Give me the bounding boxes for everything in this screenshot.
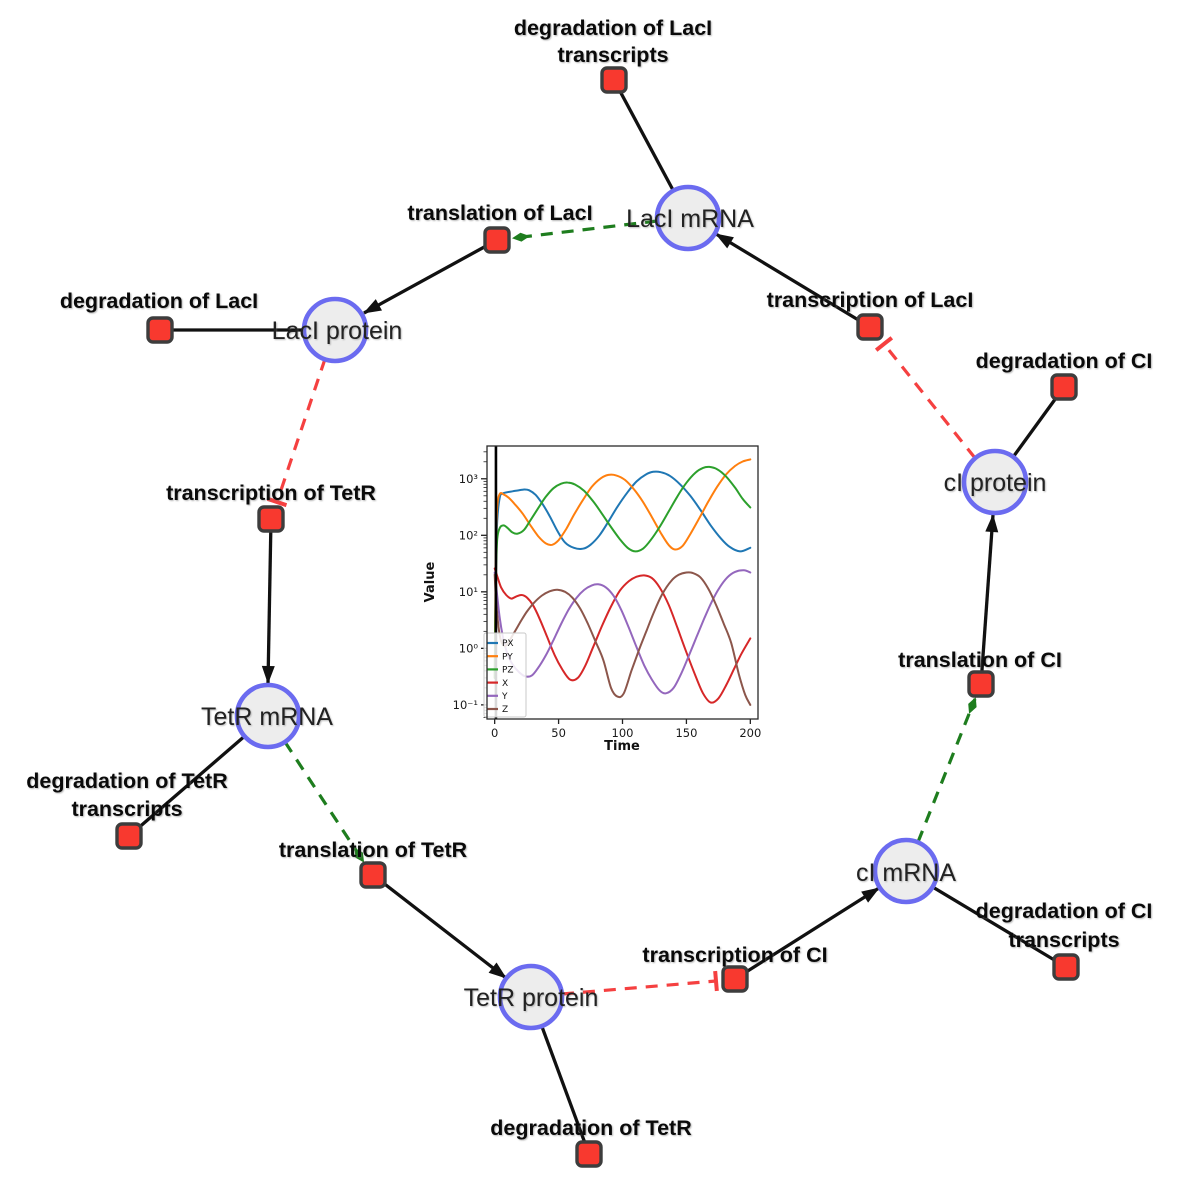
species-node-laci-protein[interactable] bbox=[301, 296, 369, 364]
chart-legend: PX PY PZ XYZ bbox=[483, 632, 527, 718]
edge-tx-laci-to-laci-mrna bbox=[715, 232, 871, 329]
reaction-node-transl-tetr[interactable] bbox=[359, 861, 387, 889]
reaction-label-deg-tetr-transcripts-2: transcripts bbox=[71, 797, 182, 821]
reaction-node-tx-tetr[interactable] bbox=[257, 505, 285, 533]
reaction-node-transl-ci[interactable] bbox=[967, 670, 995, 698]
reaction-node-tx-laci[interactable] bbox=[856, 313, 884, 341]
y-tick-label: 10³ bbox=[459, 472, 479, 486]
reaction-label-deg-tetr: degradation of TetR bbox=[490, 1116, 692, 1140]
legend-label-PY: PY bbox=[502, 652, 513, 662]
reaction-label-deg-laci-transcripts-2: transcripts bbox=[557, 43, 668, 67]
edge-tetr-protein-inhibits-tx-ci bbox=[561, 970, 719, 996]
inset-chart: 0 50 100 150 200 10⁻¹ 10⁰ 10¹ 10² 10³ PX PY PZ XYZ Ti… bbox=[423, 445, 761, 754]
series-line-PY bbox=[493, 458, 752, 679]
x-tick-label: 0 bbox=[491, 726, 498, 740]
edge-tx-ci-to-ci-mrna bbox=[734, 886, 880, 981]
edge-tx-tetr-to-tetr-mrna bbox=[261, 518, 275, 684]
reaction-node-transl-laci[interactable] bbox=[483, 226, 511, 254]
reaction-label-deg-ci-transcripts: degradation of CI bbox=[976, 899, 1153, 923]
reaction-label-deg-ci-transcripts-2: transcripts bbox=[1008, 928, 1119, 952]
chart-ylabel: Value bbox=[423, 561, 438, 602]
reaction-node-deg-laci-transcripts[interactable] bbox=[600, 66, 628, 94]
species-node-tetr-mrna[interactable] bbox=[234, 682, 302, 750]
series-line-X bbox=[493, 567, 752, 704]
species-label-laci-protein: LacI protein bbox=[272, 317, 403, 345]
reaction-node-deg-tetr[interactable] bbox=[575, 1140, 603, 1168]
reaction-label-transl-laci: translation of LacI bbox=[407, 201, 592, 225]
reaction-node-deg-laci[interactable] bbox=[146, 316, 174, 344]
legend-label-X: X bbox=[502, 679, 508, 689]
reaction-node-tx-ci[interactable] bbox=[721, 965, 749, 993]
edge-tetr-mrna-to-transl-tetr bbox=[283, 741, 365, 863]
edge-laci-mrna-to-transl-laci bbox=[512, 219, 658, 242]
species-label-tetr-protein: TetR protein bbox=[464, 984, 599, 1012]
species-label-tetr-mrna: TetR mRNA bbox=[201, 703, 333, 731]
reaction-node-deg-ci-transcripts[interactable] bbox=[1052, 953, 1080, 981]
species-node-laci-mrna[interactable] bbox=[654, 184, 722, 252]
edge-transl-laci-to-laci-protein bbox=[363, 238, 498, 315]
x-tick-label: 50 bbox=[551, 726, 566, 740]
species-label-laci-mrna: LacI mRNA bbox=[626, 205, 754, 233]
species-node-tetr-protein[interactable] bbox=[497, 963, 565, 1031]
legend-label-Z: Z bbox=[502, 705, 508, 715]
series-line-Z bbox=[493, 571, 752, 706]
labels-layer: LacI mRNA LacI protein TetR mRNA TetR pr… bbox=[26, 16, 1152, 1140]
reaction-label-transl-ci: translation of CI bbox=[898, 648, 1062, 672]
x-tick-label: 150 bbox=[675, 726, 697, 740]
reaction-label-tx-laci: transcription of LacI bbox=[767, 288, 974, 312]
y-tick-label: 10¹ bbox=[459, 585, 478, 599]
chart-xlabel: Time bbox=[604, 739, 640, 754]
edge-ci-protein-inhibits-tx-laci bbox=[874, 336, 977, 459]
edge-ci-mrna-to-transl-ci bbox=[916, 697, 977, 843]
legend-label-Y: Y bbox=[501, 692, 508, 702]
reaction-label-transl-tetr: translation of TetR bbox=[279, 838, 468, 862]
reaction-label-tx-ci: transcription of CI bbox=[642, 943, 827, 967]
reaction-label-tx-tetr: transcription of TetR bbox=[166, 481, 376, 505]
legend-label-PX: PX bbox=[502, 639, 514, 649]
reaction-label-deg-laci-transcripts: degradation of LacI bbox=[514, 16, 712, 40]
y-tick-label: 10² bbox=[459, 528, 478, 542]
x-tick-label: 100 bbox=[612, 726, 634, 740]
edge-transl-ci-to-ci-protein bbox=[979, 514, 999, 685]
nodes-layer bbox=[115, 66, 1080, 1168]
series-line-PX bbox=[493, 470, 752, 679]
species-node-ci-mrna[interactable] bbox=[872, 837, 940, 905]
species-label-ci-protein: cI protein bbox=[944, 469, 1047, 497]
edge-transl-tetr-to-tetr-protein bbox=[371, 873, 508, 980]
y-tick-label: 10⁰ bbox=[459, 641, 479, 655]
reaction-node-deg-ci[interactable] bbox=[1050, 373, 1078, 401]
series-line-PZ bbox=[493, 465, 752, 679]
reaction-label-deg-laci: degradation of LacI bbox=[60, 289, 258, 313]
y-tick-label: 10⁻¹ bbox=[453, 698, 478, 712]
species-node-ci-protein[interactable] bbox=[961, 448, 1029, 516]
edge-laci-protein-inhibits-tx-tetr bbox=[266, 358, 327, 508]
reaction-label-deg-ci: degradation of CI bbox=[976, 349, 1153, 373]
reaction-node-deg-tetr-transcripts[interactable] bbox=[115, 822, 143, 850]
x-tick-label: 200 bbox=[739, 726, 761, 740]
species-label-ci-mrna: cI mRNA bbox=[856, 859, 956, 887]
chart-frame bbox=[486, 445, 759, 720]
legend-label-PZ: PZ bbox=[502, 666, 514, 676]
reaction-label-deg-tetr-transcripts: degradation of TetR bbox=[26, 769, 228, 793]
